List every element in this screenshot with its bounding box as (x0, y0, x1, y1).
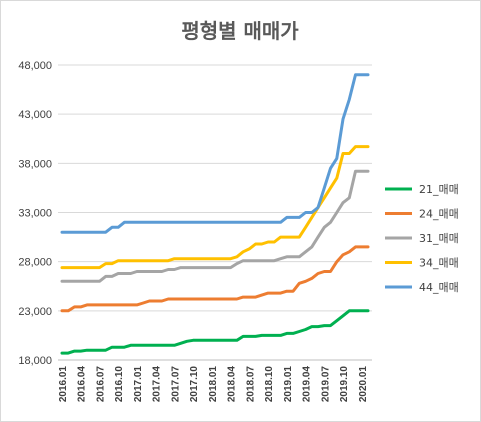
x-tick-label: 2017.07 (170, 366, 181, 403)
legend-label: 21_매매 (419, 183, 459, 196)
x-tick-label: 2019.10 (339, 366, 350, 403)
series-line (60, 309, 370, 355)
legend: 21_매매 24_매매 31_매매 34_매매 44_매매 (385, 183, 459, 294)
x-tick-label: 2016.10 (114, 366, 125, 403)
chart-title: 평형별 매매가 (181, 19, 299, 43)
x-tick-label: 2019.04 (302, 366, 313, 403)
gridlines (58, 64, 372, 361)
x-tick-label: 2016.01 (58, 366, 69, 403)
y-axis: 18,000 23,000 28,000 33,000 38,000 43,000 48,0… (18, 60, 52, 367)
x-tick-label: 2018.01 (208, 366, 219, 403)
y-tick-label: 18,000 (18, 355, 52, 367)
x-axis: 2016.01 2016.04 2016.07 2016.10 2017.01 2017.… (58, 359, 372, 403)
legend-label: 34_매매 (419, 257, 459, 270)
x-tick-label: 2018.10 (264, 366, 275, 403)
y-tick-label: 43,000 (18, 109, 52, 121)
x-tick-label: 2017.10 (189, 366, 200, 403)
y-tick-label: 33,000 (18, 208, 52, 220)
y-tick-label: 38,000 (18, 158, 52, 170)
series-line (60, 169, 370, 283)
legend-label: 44_매매 (419, 281, 459, 294)
legend-label: 31_매매 (419, 232, 459, 245)
x-tick-label: 2019.01 (283, 366, 294, 403)
x-tick-label: 2018.07 (245, 366, 256, 403)
series-line (60, 145, 370, 270)
y-tick-label: 23,000 (18, 306, 52, 318)
x-tick-label: 2017.01 (133, 366, 144, 403)
legend-label: 24_매매 (419, 208, 459, 221)
x-tick-label: 2018.04 (227, 366, 238, 403)
series-line (60, 245, 370, 313)
x-tick-label: 2019.07 (320, 366, 331, 403)
x-tick-label: 2016.04 (77, 366, 88, 403)
y-tick-label: 48,000 (18, 60, 52, 72)
x-tick-label: 2017.04 (152, 366, 163, 403)
x-tick-label: 2016.07 (95, 366, 106, 403)
y-tick-label: 28,000 (18, 257, 52, 269)
series-line (60, 73, 370, 234)
x-tick-label: 2020.01 (358, 366, 369, 403)
series-lines (60, 73, 370, 355)
